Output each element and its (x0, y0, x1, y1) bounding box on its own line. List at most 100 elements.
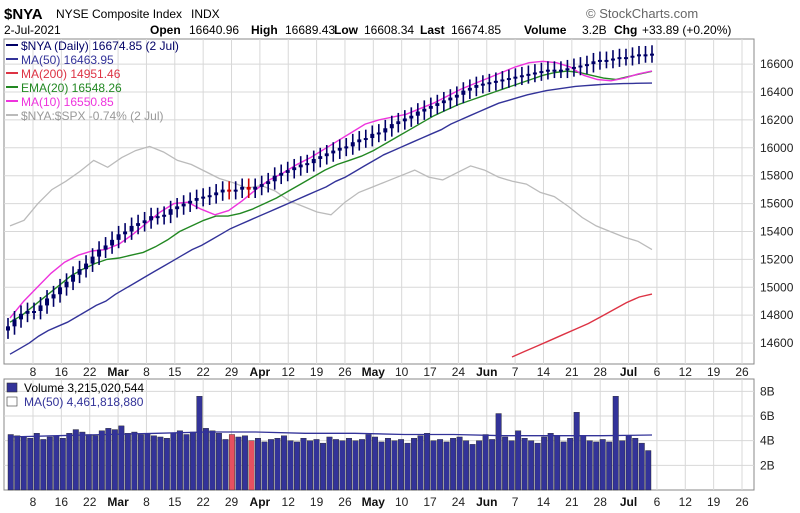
volume-bar (20, 436, 27, 491)
volume-bar (469, 444, 476, 491)
price-bar-body (324, 153, 329, 157)
volume-bar (638, 442, 645, 491)
volume-bar (150, 435, 157, 491)
volume-bar (137, 434, 144, 491)
price-bar-body (77, 269, 82, 275)
volume-bar (40, 439, 47, 491)
price-bar-body (415, 111, 420, 116)
price-bar-body (545, 69, 550, 72)
price-bar-body (500, 79, 505, 82)
price-x-tick: 8 (30, 365, 37, 379)
price-bar-body (610, 58, 615, 61)
volume-legend-swatch (6, 382, 18, 393)
volume-bar (215, 433, 222, 491)
price-axis-tick: 16000 (760, 141, 794, 155)
price-axis-tick: 15000 (760, 280, 794, 294)
price-bar-body (311, 158, 316, 164)
price-x-tick: 12 (282, 365, 296, 379)
volume-bar (281, 435, 287, 491)
volume-bar (450, 438, 457, 491)
volume-bar (7, 434, 14, 491)
price-axis-tick: 15800 (760, 169, 794, 183)
price-bar-body (591, 61, 596, 65)
volume-bar (228, 434, 235, 491)
volume-bar (606, 441, 613, 491)
volume-x-tick: Jul (620, 495, 637, 509)
price-bar-body (142, 220, 147, 224)
price-x-tick: 8 (143, 365, 150, 379)
price-x-tick: Jun (476, 365, 497, 379)
price-bar-body (266, 181, 271, 185)
price-legend-swatch (6, 114, 18, 116)
volume-bar (645, 450, 652, 491)
volume-bar (580, 435, 587, 491)
volume-bar (72, 429, 79, 491)
price-bar-body (19, 313, 24, 320)
volume-x-tick: 6 (654, 495, 661, 509)
price-x-tick: 15 (168, 365, 182, 379)
price-bar-body (292, 167, 297, 171)
price-x-tick: Mar (107, 365, 129, 379)
price-bar-body (513, 76, 518, 79)
open-label: Open (150, 23, 181, 37)
volume-bar (189, 431, 196, 491)
price-bar-body (597, 59, 602, 62)
volume-x-tick: Jun (476, 495, 497, 509)
volume-axis-tick: 6B (760, 409, 775, 423)
volume-bar (417, 435, 424, 491)
ema20-line (9, 70, 653, 323)
price-bar-body (519, 75, 524, 78)
price-bar-body (214, 192, 219, 196)
volume-bar (482, 434, 489, 491)
price-x-tick: 7 (512, 365, 519, 379)
volume-x-tick: 12 (282, 495, 296, 509)
volume-bar (300, 438, 307, 491)
volume-bar (398, 439, 405, 491)
price-bar-body (344, 146, 349, 149)
volume-x-tick: 22 (196, 495, 210, 509)
last-value: 16674.85 (451, 23, 501, 37)
volume-bar (443, 441, 450, 491)
price-x-tick: 12 (679, 365, 693, 379)
volume-bar (118, 425, 125, 491)
price-bar-body (123, 231, 128, 235)
axis-layer: 16600 16400 16200 16000 15800 15600 15400 15200… (30, 57, 794, 509)
volume-x-tick: Apr (250, 495, 271, 509)
price-bar-body (467, 87, 472, 91)
volume-bar (560, 441, 567, 491)
price-legend-swatch (6, 72, 18, 74)
price-bar-body (623, 57, 628, 60)
volume-x-tick: 19 (707, 495, 721, 509)
volume-x-tick: 15 (168, 495, 182, 509)
price-bar-body (428, 105, 433, 109)
price-axis-tick: 16600 (760, 57, 794, 71)
price-bar-body (539, 71, 544, 74)
price-axis-tick: 14800 (760, 308, 794, 322)
volume-bar (294, 441, 300, 491)
price-bar-body (643, 54, 648, 57)
price-bar-body (149, 216, 154, 221)
price-bar-body (90, 256, 95, 264)
volume-value: 3.2B (582, 23, 607, 37)
price-bar-body (454, 94, 459, 98)
volume-bar (131, 431, 138, 491)
price-bar-body (175, 206, 180, 210)
volume-ma50-line (7, 431, 653, 438)
watermark: © StockCharts.com (586, 6, 698, 21)
volume-bar (508, 440, 515, 491)
volume-bar (59, 438, 66, 491)
price-axis-tick: 15200 (760, 252, 794, 266)
price-bar-body (285, 170, 290, 173)
price-bar-body (370, 133, 375, 139)
price-x-tick: 26 (338, 365, 352, 379)
volume-bar (541, 436, 548, 491)
price-panel (3, 38, 755, 365)
volume-bar (502, 436, 509, 491)
volume-bar (183, 434, 190, 491)
volume-bar (209, 430, 216, 491)
relative-strength-line (9, 145, 653, 251)
price-bar-body (259, 184, 264, 187)
volume-legend-swatch (6, 396, 18, 407)
price-layer (6, 45, 654, 358)
volume-x-tick: 28 (594, 495, 608, 509)
